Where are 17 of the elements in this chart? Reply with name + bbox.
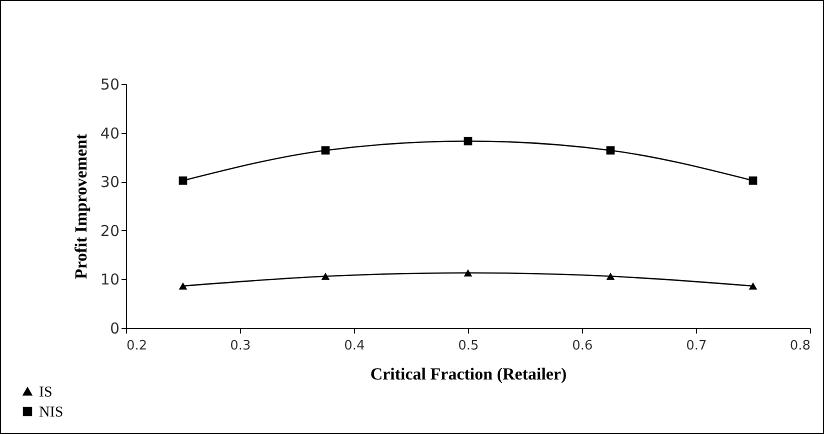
x-tick-label: 0.4	[344, 338, 365, 354]
x-tick-label: 0.8	[790, 338, 810, 354]
x-tick-label: 0.2	[126, 338, 148, 354]
y-tick-label: 30	[100, 173, 120, 192]
x-tick-label: 0.7	[686, 338, 707, 354]
y-tick-label: 50	[100, 76, 120, 94]
y-tick-label: 20	[100, 222, 120, 240]
legend-label: IS	[39, 384, 52, 400]
y-tick-label: 10	[100, 270, 120, 289]
x-axis-title: Critical Fraction (Retailer)	[370, 364, 567, 384]
y-tick-label: 0	[110, 320, 120, 338]
x-tick-label: 0.5	[458, 338, 479, 354]
x-tick-label: 0.3	[230, 338, 251, 354]
x-tick-label: 0.6	[572, 338, 593, 354]
y-tick-label: 40	[100, 124, 120, 142]
y-axis-title: Profit Improvement	[71, 134, 90, 280]
legend-label: NIS	[39, 404, 64, 420]
